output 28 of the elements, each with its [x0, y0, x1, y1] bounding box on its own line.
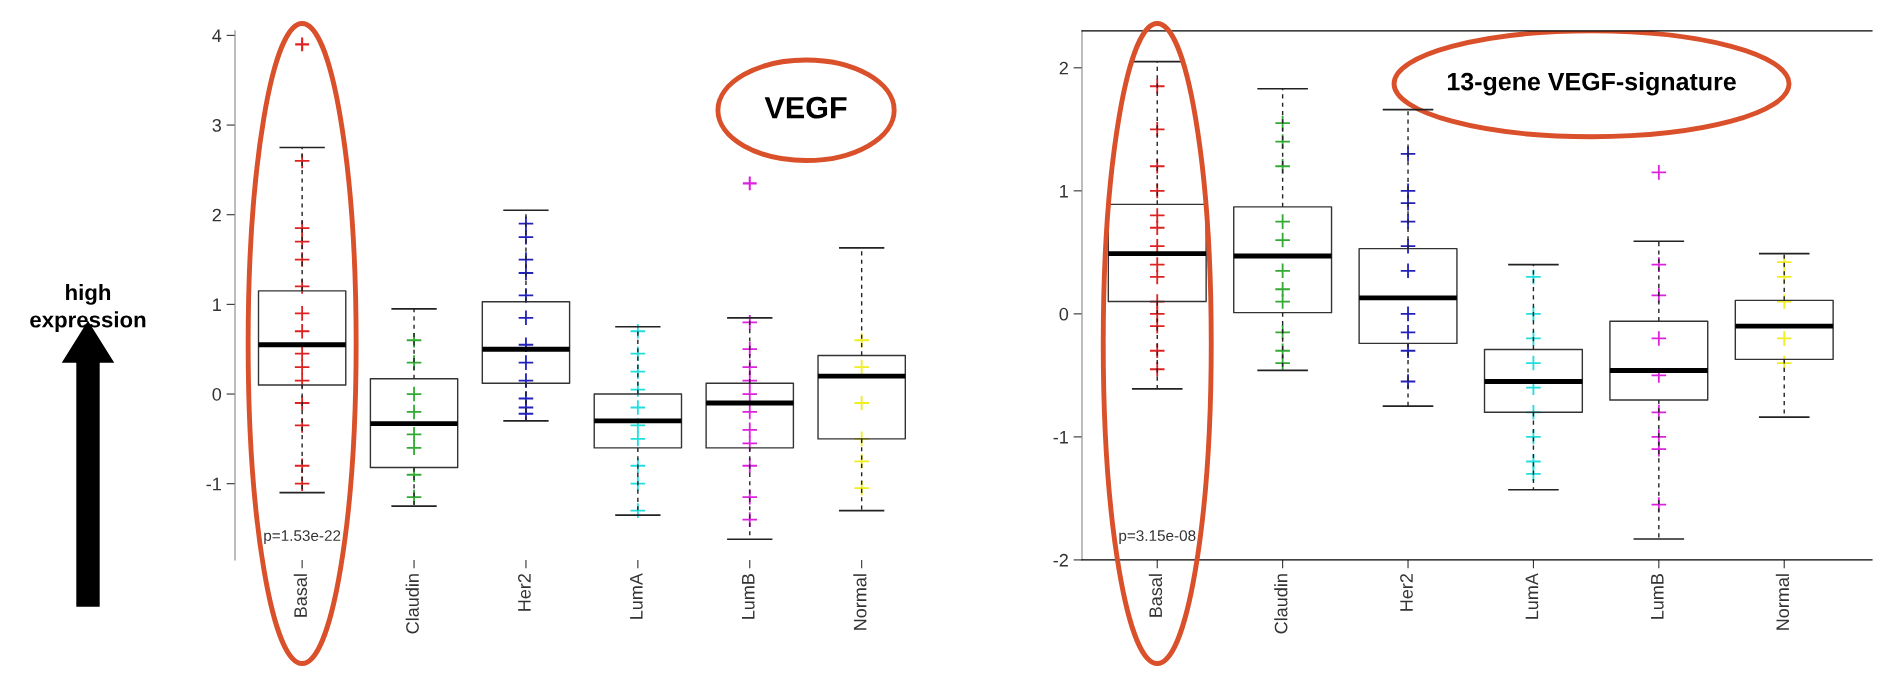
y-tick-label: 4 [212, 29, 222, 42]
x-tick-label: Basal [293, 574, 307, 617]
x-tick-label: Claudin [405, 574, 419, 634]
x-tick-label: LumB [742, 574, 755, 619]
text: 13-gene VEGF-signature [1447, 72, 1736, 96]
y-tick-label: -1 [206, 477, 221, 491]
y-tick-label: 0 [1059, 307, 1069, 321]
y-tick-label: 1 [1060, 184, 1068, 198]
x-tick-label: LumB [1651, 574, 1664, 619]
annotation: p=1.53e-22 [264, 530, 341, 545]
x-tick-label: Normal [1775, 574, 1790, 630]
y-tick-label: 3 [212, 118, 222, 132]
y-tick-label: -2 [1053, 553, 1068, 567]
y-tick-label: 1 [213, 298, 221, 311]
text: VEGF [764, 96, 847, 119]
x-tick-label: Her2 [518, 574, 531, 611]
x-tick-label: Claudin [1274, 574, 1288, 634]
x-tick-label: LumA [630, 573, 643, 619]
y-tick-label: 2 [212, 208, 221, 222]
x-tick-label: LumA [1525, 573, 1539, 619]
x-tick-label: Her2 [1400, 574, 1413, 611]
y-tick-label: -1 [1053, 431, 1068, 444]
x-tick-label: Basal [1148, 574, 1163, 617]
annotation: p=3.15e-08 [1119, 530, 1196, 545]
y-tick-label: 2 [1059, 61, 1068, 75]
y-tick-label: 0 [212, 387, 222, 401]
text: high expression [30, 284, 146, 332]
x-tick-label: Normal [853, 574, 867, 630]
